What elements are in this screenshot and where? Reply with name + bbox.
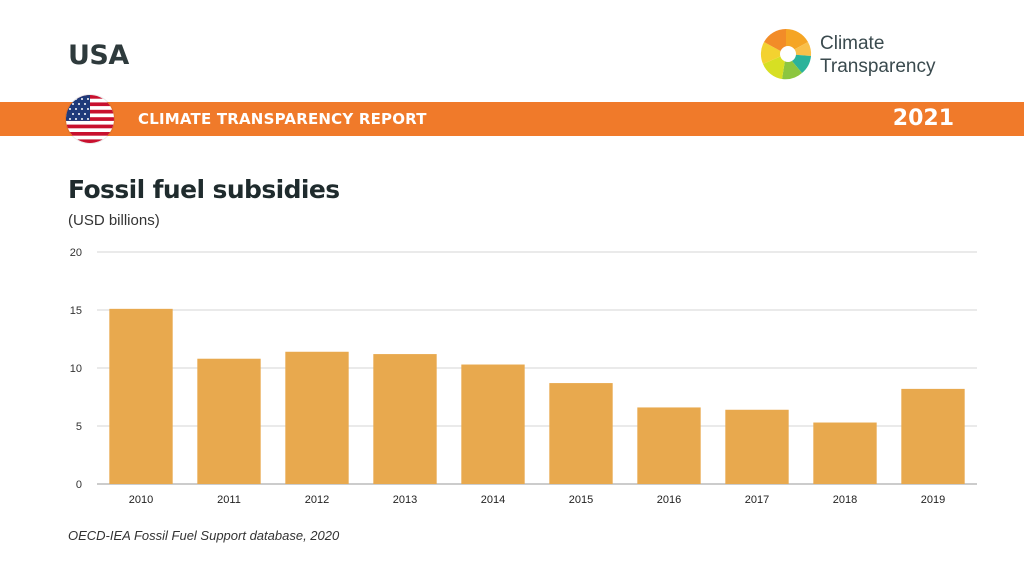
report-year: 2021 (892, 106, 954, 131)
x-tick-label: 2015 (569, 494, 593, 506)
bar (373, 354, 437, 484)
bar (813, 422, 877, 484)
y-tick-label: 0 (76, 479, 82, 491)
chart-title: Fossil fuel subsidies (68, 175, 340, 204)
y-tick-label: 15 (70, 305, 82, 317)
x-tick-label: 2019 (921, 494, 945, 506)
logo-icon (760, 28, 812, 80)
bar (197, 358, 261, 484)
bar (725, 409, 789, 484)
y-tick-label: 10 (70, 363, 82, 375)
country-title: USA (68, 40, 129, 71)
source-note: OECD-IEA Fossil Fuel Support database, 2… (68, 528, 340, 543)
y-tick-label: 5 (76, 421, 82, 433)
chart-unit-label: (USD billions) (68, 212, 160, 229)
brand-name-line1: Climate (820, 33, 885, 54)
y-tick-label: 20 (70, 247, 82, 259)
x-tick-label: 2014 (481, 494, 505, 506)
bar (285, 351, 349, 484)
us-flag-icon (66, 95, 114, 143)
bar (461, 364, 525, 484)
report-title: CLIMATE TRANSPARENCY REPORT (138, 110, 427, 128)
bar (549, 383, 613, 484)
x-tick-label: 2011 (217, 494, 241, 506)
brand-name-line2: Transparency (820, 56, 936, 77)
x-tick-label: 2010 (129, 494, 153, 506)
x-tick-label: 2018 (833, 494, 857, 506)
x-tick-label: 2012 (305, 494, 329, 506)
x-tick-label: 2013 (393, 494, 417, 506)
brand-logo: Climate Transparency (758, 26, 978, 84)
x-tick-label: 2017 (745, 494, 769, 506)
report-band: CLIMATE TRANSPARENCY REPORT 2021 (0, 102, 1024, 136)
bar (637, 407, 701, 484)
x-tick-label: 2016 (657, 494, 681, 506)
bar (901, 388, 965, 484)
bar (109, 308, 173, 484)
